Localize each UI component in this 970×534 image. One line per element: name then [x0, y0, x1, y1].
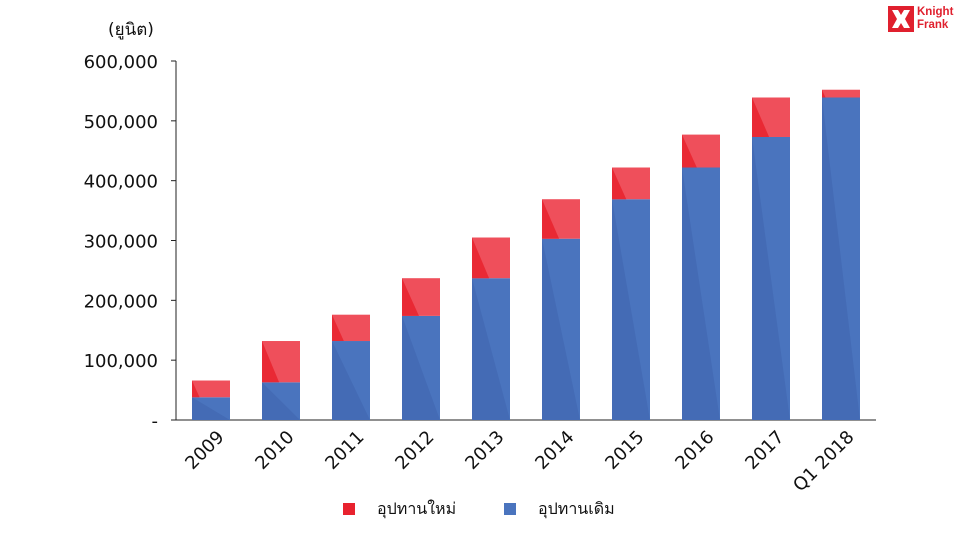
legend-item-new-supply: อุปทานใหม่ — [343, 497, 456, 521]
y-unit-label: (ยูนิต) — [108, 20, 154, 40]
logo-line1: Knight — [917, 6, 954, 18]
x-tick-label: 2009 — [181, 427, 228, 474]
x-tick-label: 2011 — [321, 427, 368, 474]
bar-new-shade — [682, 134, 697, 168]
legend-swatch-new-supply — [343, 503, 355, 515]
legend-item-existing-supply: อุปทานเดิม — [504, 497, 615, 521]
legend: อุปทานใหม่ อุปทานเดิม — [0, 497, 970, 521]
bar-new-shade — [262, 341, 280, 383]
bar-existing-shade — [332, 341, 370, 420]
bar-new-shade — [332, 314, 344, 342]
x-tick-label: 2012 — [391, 427, 438, 474]
y-tick-label: 500,000 — [84, 112, 158, 133]
bar-existing-shade — [402, 315, 440, 420]
logo-mark-icon — [888, 6, 914, 32]
x-tick-label: 2016 — [671, 427, 718, 474]
x-tick-label: Q1 2018 — [789, 427, 858, 496]
bar-new-shade — [402, 278, 419, 316]
bar-new-shade — [192, 380, 200, 398]
logo-line2: Frank — [917, 19, 949, 31]
x-tick-label: 2015 — [601, 427, 648, 474]
y-tick-label: 600,000 — [84, 52, 158, 73]
bar-existing-shade — [682, 167, 720, 420]
bar-new-shade — [752, 97, 770, 137]
legend-label-new-supply: อุปทานใหม่ — [377, 498, 457, 518]
bar-new-supply — [822, 89, 860, 98]
bar-existing-shade — [752, 136, 790, 420]
knight-frank-logo: Knight Frank — [888, 6, 968, 36]
bar-new-supply — [192, 380, 230, 398]
bar-existing-shade — [822, 97, 860, 420]
y-tick-label: 200,000 — [84, 291, 158, 312]
x-tick-label: 2014 — [531, 427, 578, 474]
x-tick-label: 2013 — [461, 427, 508, 474]
bar-existing-shade — [192, 397, 230, 420]
bar-existing-shade — [542, 238, 580, 420]
legend-label-existing-supply: อุปทานเดิม — [538, 498, 615, 518]
bar-existing-shade — [262, 382, 300, 420]
bar-existing-shade — [472, 278, 510, 420]
x-tick-label: 2010 — [251, 427, 298, 474]
bar-new-shade — [542, 199, 560, 239]
bar-new-shade — [472, 237, 490, 279]
y-tick-label: 300,000 — [84, 232, 158, 253]
x-tick-label: 2017 — [741, 427, 788, 474]
y-tick-label: 400,000 — [84, 172, 158, 193]
bar-new-shade — [822, 89, 826, 98]
bar-new-shade — [612, 167, 627, 200]
y-tick-label: - — [152, 411, 159, 432]
legend-swatch-existing-supply — [504, 503, 516, 515]
y-tick-label: 100,000 — [84, 351, 158, 372]
bar-existing-shade — [612, 199, 650, 420]
